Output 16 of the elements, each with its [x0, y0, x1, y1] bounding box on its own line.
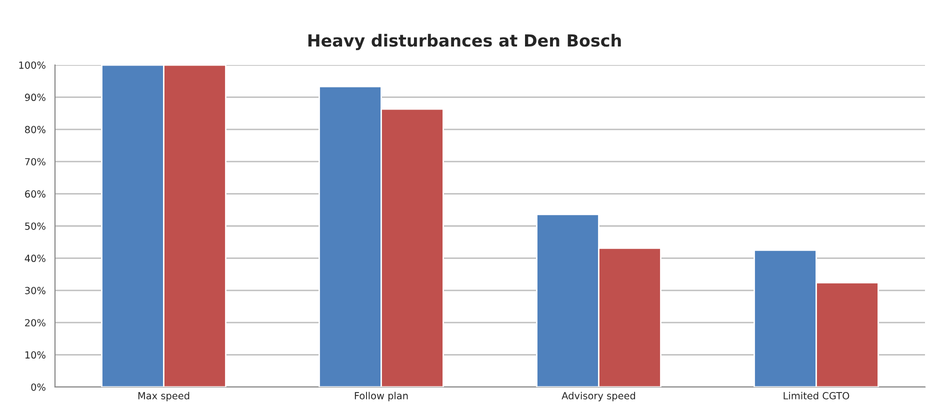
y-tick-label: 0% [31, 383, 46, 391]
y-tick-label: 80% [25, 126, 46, 134]
y-tick-label: 90% [24, 94, 46, 102]
y-tick-label: 30% [25, 286, 46, 294]
chart-title: Heavy disturbances at Den Bosch [308, 34, 621, 50]
y-tick-label: 50% [25, 222, 46, 230]
y-tick-label: 40% [24, 254, 46, 262]
x-tick-label: Advisory speed [562, 392, 636, 402]
x-tick-label: Limited CGTO [784, 392, 850, 400]
x-tick-label: Follow plan [354, 392, 408, 402]
y-tick-label: 10% [25, 351, 46, 359]
y-tick-label: 60% [25, 190, 46, 198]
y-tick-label: 100% [19, 61, 46, 69]
y-tick-label: 20% [25, 319, 46, 326]
x-tick-label: Max speed [138, 392, 190, 402]
y-tick-label: 70% [25, 158, 46, 166]
